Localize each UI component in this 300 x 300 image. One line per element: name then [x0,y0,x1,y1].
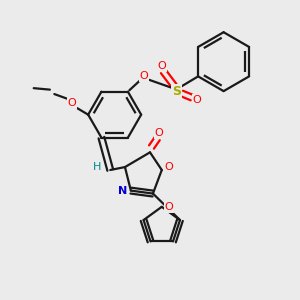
Text: O: O [158,61,166,71]
Text: O: O [193,95,202,105]
Text: S: S [172,85,181,98]
Text: N: N [118,186,127,196]
Text: H: H [93,162,101,172]
Text: O: O [165,162,173,172]
Text: O: O [165,202,173,212]
Text: O: O [140,71,148,81]
Text: O: O [68,98,76,108]
Text: O: O [154,128,163,138]
